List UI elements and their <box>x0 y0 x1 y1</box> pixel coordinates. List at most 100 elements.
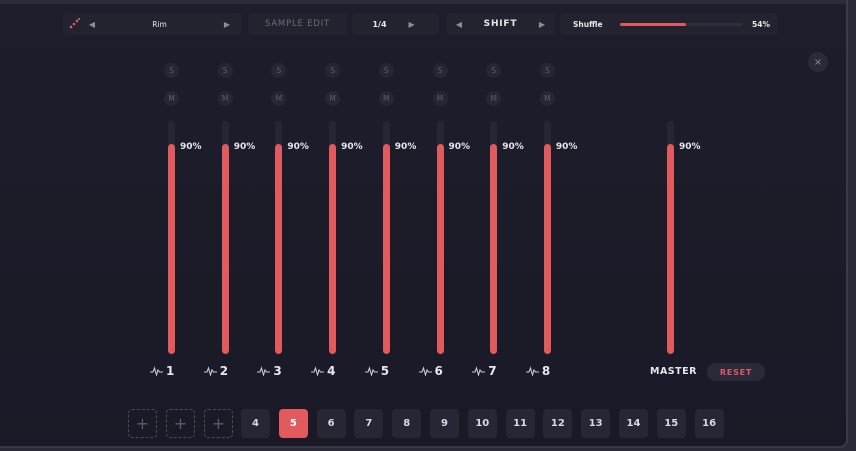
channel-label-8: 8 <box>525 363 551 379</box>
mute-button-5[interactable]: M <box>378 91 394 106</box>
channel-label-3: 3 <box>257 363 282 379</box>
pad-button-4[interactable]: 4 <box>241 409 270 438</box>
channel-number: 5 <box>380 364 390 378</box>
channel-volume-slider-6[interactable] <box>436 121 444 354</box>
pad-button-8[interactable]: 8 <box>392 409 422 438</box>
mute-button-8[interactable]: M <box>539 91 555 106</box>
channel-volume-value: 90% <box>502 142 524 152</box>
master-volume-value: 90% <box>679 142 701 152</box>
channel-volume-value: 90% <box>555 142 578 152</box>
pad-button-12[interactable]: 12 <box>543 409 573 438</box>
channel-number: 8 <box>541 364 551 378</box>
division-value: 1/4 <box>372 19 387 29</box>
pad-button-5[interactable]: 5 <box>278 409 308 438</box>
instrument-next-icon[interactable]: ▶ <box>223 19 231 29</box>
pad-button-14[interactable]: 14 <box>619 409 648 438</box>
channel-label-4: 4 <box>311 363 335 379</box>
channel-volume-slider-5[interactable] <box>382 121 390 354</box>
pad-button-13[interactable]: 13 <box>581 409 611 438</box>
channel-volume-value: 90% <box>448 142 471 152</box>
pad-button-10[interactable]: 10 <box>467 409 497 438</box>
waveform-icon <box>525 366 539 376</box>
solo-button-1[interactable]: S <box>164 63 179 78</box>
master-label: MASTER <box>650 366 697 377</box>
channel-volume-value: 90% <box>341 142 363 152</box>
channel-volume-slider-7[interactable] <box>490 121 498 354</box>
channel-volume-fill <box>490 144 498 354</box>
channel-label-7: 7 <box>472 363 497 379</box>
mode-next-icon[interactable]: ▶ <box>538 19 546 29</box>
channel-label-1: 1 <box>150 363 174 379</box>
channel-number: 2 <box>219 364 229 378</box>
channel-volume-slider-8[interactable] <box>543 121 551 354</box>
division-next-icon[interactable]: ▶ <box>408 19 415 29</box>
solo-button-5[interactable]: S <box>378 63 394 78</box>
pad-button-9[interactable]: 9 <box>430 409 459 438</box>
shuffle-slider[interactable] <box>620 22 742 26</box>
waveform-icon <box>472 366 486 376</box>
channel-volume-fill <box>275 144 283 354</box>
close-icon[interactable]: × <box>808 52 828 72</box>
waveform-icon <box>150 366 163 376</box>
reset-button[interactable]: RESET <box>707 363 765 381</box>
shuffle-value: 54% <box>752 19 770 29</box>
channel-volume-slider-4[interactable] <box>329 121 337 354</box>
channel-volume-fill <box>168 144 175 354</box>
channel-number: 3 <box>273 364 282 378</box>
solo-button-3[interactable]: S <box>271 63 287 78</box>
instrument-prev-icon[interactable]: ◀ <box>88 19 96 29</box>
add-pad-button[interactable]: + <box>128 409 157 438</box>
channel-volume-slider-2[interactable] <box>221 121 229 354</box>
channel-volume-fill <box>329 144 337 354</box>
top-border <box>0 0 846 4</box>
channel-volume-value: 90% <box>287 142 309 152</box>
instrument-selector[interactable]: ◀ Rim ▶ <box>63 13 242 35</box>
channel-label-6: 6 <box>418 363 443 379</box>
channel-label-5: 5 <box>364 363 390 379</box>
shuffle-control[interactable]: Shuffle 54% <box>560 13 778 35</box>
pad-button-15[interactable]: 15 <box>656 409 686 438</box>
mute-button-4[interactable]: M <box>325 91 341 106</box>
mode-selector[interactable]: ◀ SHIFT ▶ <box>446 13 555 35</box>
drum-pattern-icon <box>69 18 80 29</box>
waveform-icon <box>311 366 325 376</box>
channel-volume-fill <box>543 144 551 354</box>
division-selector[interactable]: 1/4 ▶ <box>352 13 439 35</box>
channel-number: 7 <box>488 364 497 378</box>
channel-volume-fill <box>382 144 390 354</box>
channel-volume-slider-3[interactable] <box>275 121 283 354</box>
solo-button-7[interactable]: S <box>486 63 502 78</box>
mute-button-3[interactable]: M <box>271 91 287 106</box>
channel-volume-fill <box>436 144 444 354</box>
solo-button-8[interactable]: S <box>539 63 555 78</box>
shuffle-slider-fill <box>620 22 686 26</box>
channel-volume-fill <box>221 144 229 354</box>
sample-edit-button[interactable]: SAMPLE EDIT <box>248 13 347 35</box>
pad-button-7[interactable]: 7 <box>354 409 384 438</box>
pad-button-11[interactable]: 11 <box>505 409 535 438</box>
pad-button-16[interactable]: 16 <box>694 409 724 438</box>
channel-label-2: 2 <box>203 363 229 379</box>
mode-label: SHIFT <box>483 19 518 29</box>
channel-volume-value: 90% <box>394 142 417 152</box>
master-volume-slider[interactable] <box>667 121 674 354</box>
mute-button-6[interactable]: M <box>432 91 448 106</box>
add-pad-button[interactable]: + <box>166 409 195 438</box>
mute-button-7[interactable]: M <box>486 91 502 106</box>
channel-volume-slider-1[interactable] <box>168 121 175 354</box>
solo-button-6[interactable]: S <box>432 63 448 78</box>
solo-button-4[interactable]: S <box>325 63 341 78</box>
channel-number: 1 <box>166 364 175 378</box>
mute-button-2[interactable]: M <box>217 91 233 106</box>
channel-number: 4 <box>327 364 336 378</box>
mute-button-1[interactable]: M <box>164 91 179 106</box>
waveform-icon <box>418 366 432 376</box>
mode-prev-icon[interactable]: ◀ <box>455 19 463 29</box>
instrument-name: Rim <box>152 19 167 29</box>
channel-number: 6 <box>434 364 443 378</box>
channel-volume-value: 90% <box>233 142 256 152</box>
add-pad-button[interactable]: + <box>204 409 233 438</box>
solo-button-2[interactable]: S <box>217 63 233 78</box>
pad-button-6[interactable]: 6 <box>316 409 346 438</box>
